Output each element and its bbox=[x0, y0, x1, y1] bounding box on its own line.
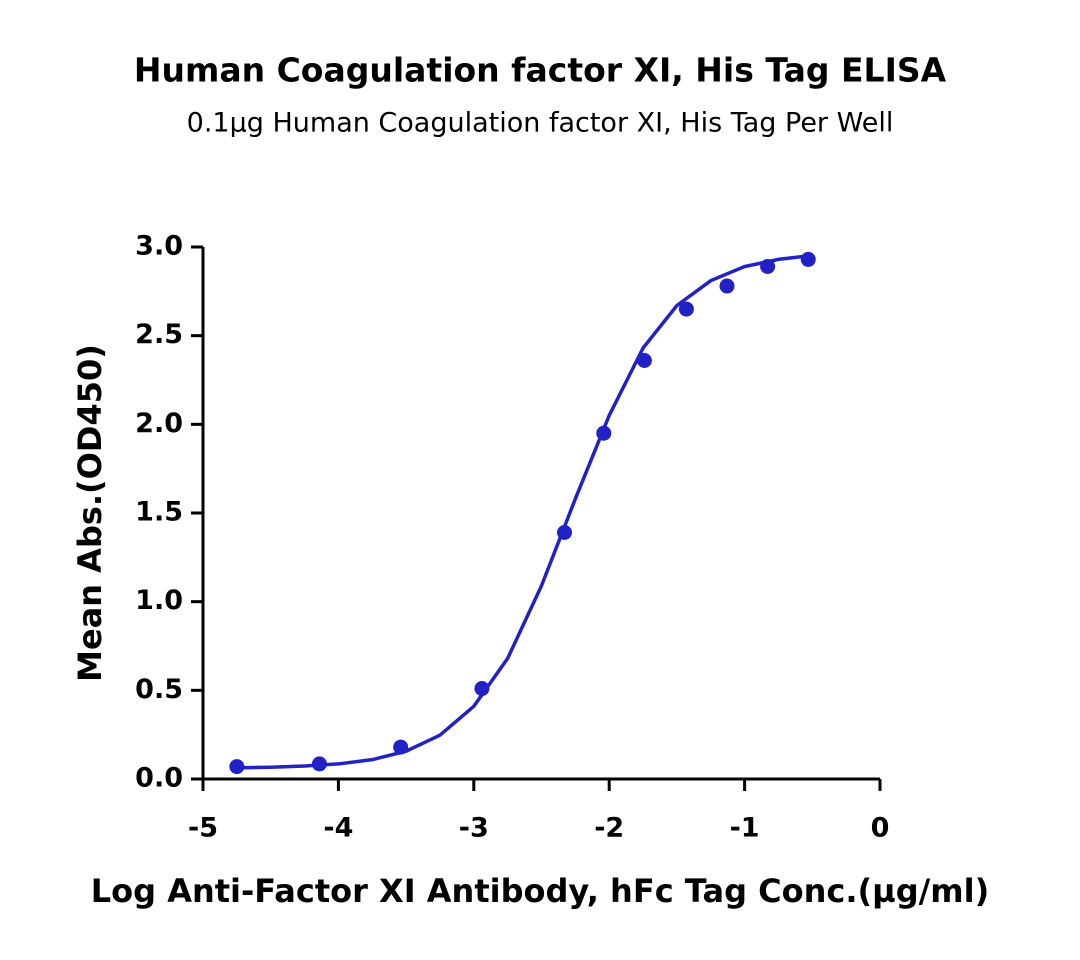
data-point bbox=[311, 756, 327, 772]
y-tick-label: 2.5 bbox=[135, 319, 183, 350]
data-point bbox=[474, 681, 490, 697]
data-point bbox=[557, 525, 573, 541]
data-point bbox=[393, 739, 409, 755]
y-tick-label: 0.0 bbox=[135, 763, 183, 794]
data-point bbox=[596, 425, 612, 441]
data-point bbox=[678, 301, 694, 317]
data-point bbox=[636, 352, 652, 368]
data-point bbox=[229, 759, 245, 775]
data-point bbox=[719, 278, 735, 294]
y-tick-label: 1.5 bbox=[135, 497, 183, 528]
chart-subtitle: 0.1µg Human Coagulation factor XI, His T… bbox=[187, 108, 894, 139]
chart-title: Human Coagulation factor XI, His Tag ELI… bbox=[134, 51, 947, 90]
x-tick-label: -2 bbox=[594, 813, 624, 844]
x-tick-label: 0 bbox=[871, 813, 890, 844]
x-axis-label: Log Anti-Factor XI Antibody, hFc Tag Con… bbox=[91, 872, 989, 910]
y-tick-label: 1.0 bbox=[135, 585, 183, 616]
data-point bbox=[800, 251, 816, 267]
y-tick-label: 0.5 bbox=[135, 674, 183, 705]
x-tick-label: -3 bbox=[459, 813, 489, 844]
x-tick-label: -1 bbox=[730, 813, 760, 844]
y-tick-label: 3.0 bbox=[135, 231, 183, 262]
y-tick-label: 2.0 bbox=[135, 408, 183, 439]
data-point bbox=[760, 259, 776, 275]
x-tick-label: -5 bbox=[188, 813, 218, 844]
y-axis-label: Mean Abs.(OD450) bbox=[71, 344, 109, 682]
x-tick-label: -4 bbox=[323, 813, 353, 844]
fit-curve bbox=[236, 254, 809, 770]
